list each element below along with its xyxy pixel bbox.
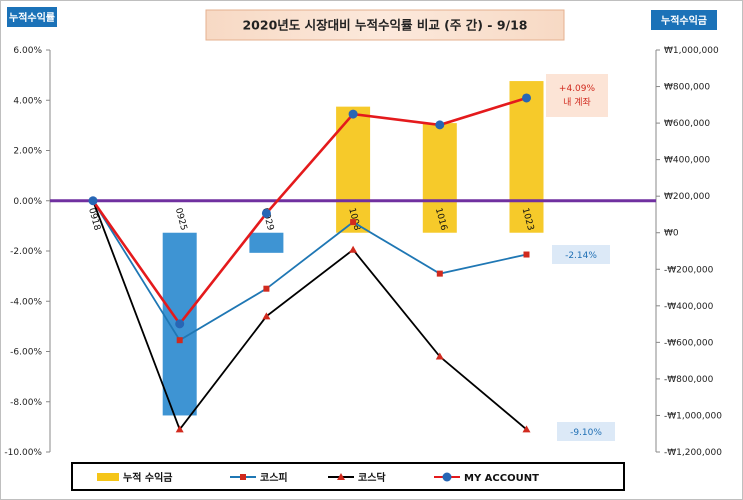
- right-axis-tag-text: 누적수익금: [661, 14, 707, 27]
- series-point: [349, 245, 358, 253]
- legend-marker: [337, 473, 345, 480]
- series-point: [348, 109, 358, 119]
- series-line: [91, 96, 527, 327]
- annotation-kospi: -2.14%: [552, 245, 610, 264]
- right-axis-tick-label: -₩600,000: [664, 338, 714, 348]
- profit-bar: [509, 81, 544, 233]
- plot-area: 6.00% 4.00% 2.00% 0.00% -2.00% -4.00% -6.00% -8…: [4, 46, 722, 458]
- legend-label: 코스피: [260, 471, 288, 484]
- series-point: [522, 425, 531, 433]
- series-point: [262, 312, 271, 320]
- annotation-box: [557, 422, 615, 441]
- right-axis-tick-label: ₩400,000: [664, 156, 710, 166]
- legend-item: 누적 수익금: [97, 471, 172, 484]
- annotation-kosdaq: -9.10%: [557, 422, 615, 441]
- right-axis-tick-label: ₩0: [664, 229, 679, 239]
- legend-item: 코스피: [230, 471, 288, 484]
- profit-bar: [249, 232, 284, 253]
- annotation-account: +4.09% 내 계좌: [546, 74, 608, 117]
- series-point: [436, 270, 443, 277]
- series-point: [523, 251, 530, 258]
- series-point: [175, 319, 185, 329]
- right-axis-tag: 누적수익금: [651, 10, 717, 30]
- legend-label: 누적 수익금: [123, 471, 172, 484]
- left-axis-tick-label: 6.00%: [13, 46, 42, 56]
- series-point: [175, 425, 184, 433]
- series-point: [261, 208, 271, 218]
- right-axis-tick-label: ₩600,000: [664, 119, 710, 129]
- legend-swatch: [97, 473, 119, 481]
- left-axis-tag: 누적수익률: [7, 7, 57, 27]
- profit-bar: [422, 123, 457, 233]
- legend-label: 코스닥: [358, 471, 386, 484]
- right-axis-tick-label: -₩400,000: [664, 302, 714, 312]
- annotation-text: -9.10%: [570, 428, 602, 438]
- chart-title-text: 2020년도 시장대비 누적수익률 비교 (주 간) - 9/18: [242, 18, 527, 33]
- series-point: [350, 219, 357, 226]
- series-point: [435, 120, 445, 130]
- right-axis-tick-label: -₩1,000,000: [664, 411, 722, 421]
- right-axis-tick-label: -₩800,000: [664, 375, 714, 385]
- left-axis-tick-label: -6.00%: [10, 348, 42, 358]
- annotation-box: [546, 74, 608, 117]
- left-axis-tick-label: -4.00%: [10, 297, 42, 307]
- right-axis-tick-label: -₩1,200,000: [664, 448, 722, 458]
- legend-item: 코스닥: [328, 471, 386, 484]
- legend-marker: [240, 474, 246, 480]
- right-axis-tick-label: ₩200,000: [664, 192, 710, 202]
- series-line: [92, 200, 528, 432]
- left-axis-tag-text: 누적수익률: [9, 11, 55, 24]
- legend-item: MY ACCOUNT: [434, 472, 539, 484]
- series-point: [176, 337, 183, 344]
- legend: 누적 수익금 코스피 코스닥 MY ACCOUNT: [71, 462, 625, 491]
- right-axis-tick-label: ₩800,000: [664, 83, 710, 93]
- left-axis-tick-label: -8.00%: [10, 398, 42, 408]
- annotation-text: -2.14%: [565, 251, 597, 261]
- annotation-text: 내 계좌: [563, 96, 591, 108]
- series-point: [263, 285, 270, 292]
- left-axis-tick-label: 0.00%: [13, 197, 42, 207]
- right-axis-tick-label: -₩200,000: [664, 265, 714, 275]
- legend-label: MY ACCOUNT: [464, 473, 539, 484]
- series-point: [88, 196, 98, 206]
- legend-marker: [442, 472, 452, 482]
- annotation-box: [552, 245, 610, 264]
- annotation-text: +4.09%: [559, 84, 596, 94]
- left-axis-tick-label: -2.00%: [10, 247, 42, 257]
- series-point: [435, 352, 444, 360]
- left-axis-tick-label: -10.00%: [4, 448, 42, 458]
- left-axis-tick-label: 4.00%: [13, 96, 42, 106]
- series-point: [522, 93, 531, 103]
- series-line: [92, 200, 527, 342]
- left-axis-tick-label: 2.00%: [13, 147, 42, 157]
- chart-title: 2020년도 시장대비 누적수익률 비교 (주 간) - 9/18: [205, 9, 565, 41]
- right-axis-tick-label: ₩1,000,000: [664, 46, 719, 56]
